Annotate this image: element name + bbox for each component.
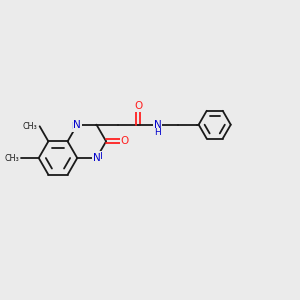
Text: N: N [74, 120, 81, 130]
Text: CH₃: CH₃ [23, 122, 38, 131]
Text: H: H [154, 128, 161, 137]
Text: O: O [121, 136, 129, 146]
Text: O: O [134, 101, 142, 112]
Text: N: N [93, 153, 101, 163]
Text: H: H [95, 152, 102, 161]
Text: N: N [154, 120, 162, 130]
Text: H: H [71, 122, 78, 131]
Text: CH₃: CH₃ [4, 154, 19, 163]
